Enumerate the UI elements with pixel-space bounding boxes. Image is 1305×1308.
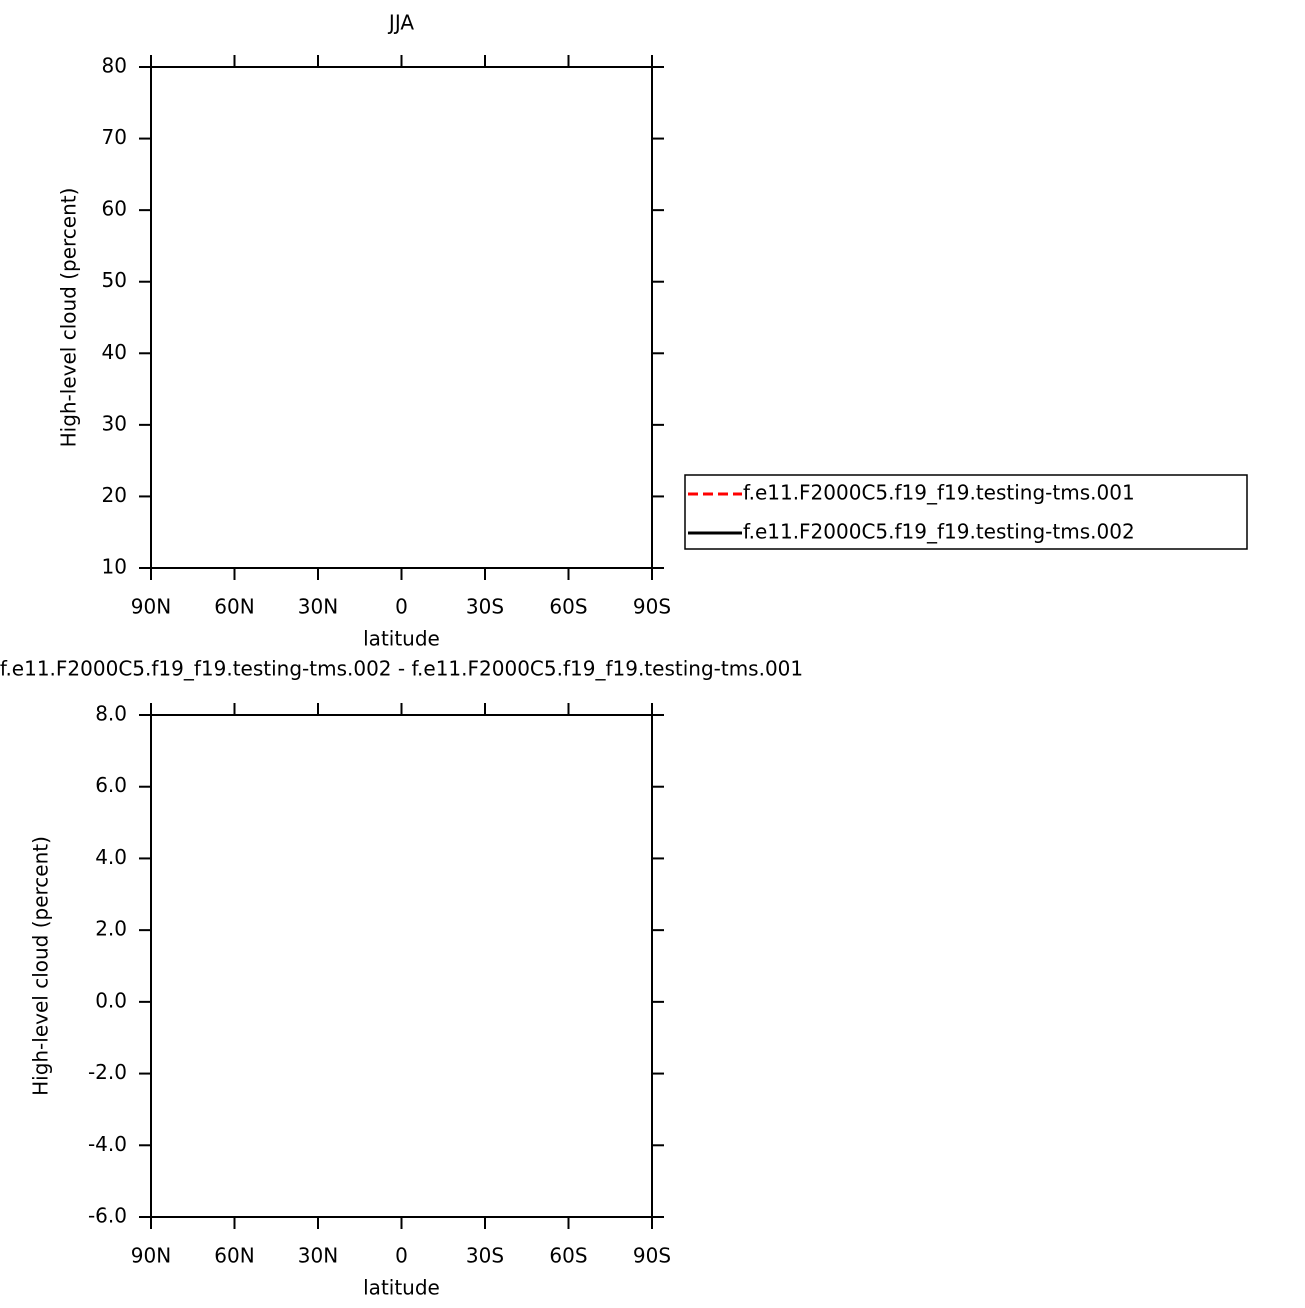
x-tick-label: 60N	[214, 1244, 254, 1268]
y-tick-label: 80	[102, 54, 127, 78]
chart-title: f.e11.F2000C5.f19_f19.testing-tms.002 - …	[0, 657, 803, 681]
y-tick-label: 4.0	[95, 845, 127, 869]
y-tick-label: -2.0	[88, 1060, 127, 1084]
x-tick-label: 90S	[633, 595, 671, 619]
y-tick-label: 8.0	[95, 702, 127, 726]
legend-box	[684, 474, 1248, 550]
plot-frame	[150, 714, 653, 1218]
y-tick-label: 0.0	[95, 988, 127, 1012]
y-tick-label: 2.0	[95, 917, 127, 941]
y-tick-label: 30	[102, 411, 127, 435]
legend-label: f.e11.F2000C5.f19_f19.testing-tms.002	[743, 520, 1135, 544]
x-tick-label: 30N	[298, 595, 338, 619]
x-tick-label: 60S	[549, 1244, 587, 1268]
x-tick-label: 90S	[633, 1244, 671, 1268]
plot-frame	[150, 66, 653, 569]
legend-label: f.e11.F2000C5.f19_f19.testing-tms.001	[743, 481, 1135, 505]
y-tick-label: 70	[102, 125, 127, 149]
y-tick-label: -4.0	[88, 1132, 127, 1156]
x-tick-label: 90N	[131, 595, 171, 619]
x-tick-label: 60N	[214, 595, 254, 619]
y-axis-label: High-level cloud (percent)	[29, 836, 53, 1096]
x-tick-label: 30S	[466, 595, 504, 619]
x-tick-label: 0	[395, 595, 408, 619]
y-tick-label: -6.0	[88, 1204, 127, 1228]
y-tick-label: 20	[102, 483, 127, 507]
chart-title: JJA	[387, 11, 414, 35]
y-tick-label: 40	[102, 340, 127, 364]
y-axis-label: High-level cloud (percent)	[57, 188, 81, 448]
x-tick-label: 60S	[549, 595, 587, 619]
y-tick-label: 10	[102, 555, 127, 579]
x-tick-label: 30N	[298, 1244, 338, 1268]
x-axis-label: latitude	[363, 1276, 440, 1300]
x-tick-label: 0	[395, 1244, 408, 1268]
y-tick-label: 60	[102, 197, 127, 221]
y-tick-label: 50	[102, 268, 127, 292]
x-axis-label: latitude	[363, 627, 440, 651]
y-tick-label: 6.0	[95, 773, 127, 797]
x-tick-label: 90N	[131, 1244, 171, 1268]
x-tick-label: 30S	[466, 1244, 504, 1268]
